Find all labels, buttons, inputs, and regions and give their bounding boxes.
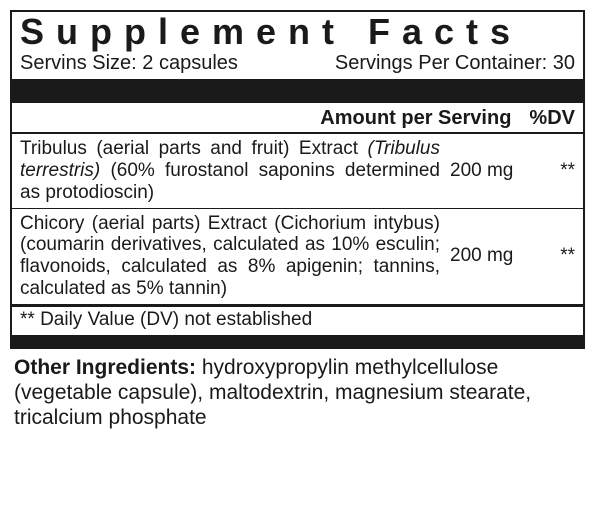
ingredient-row: Chicory (aerial parts) Extract (Cichoriu… bbox=[12, 209, 583, 305]
ingredient-description: Chicory (aerial parts) Extract (Cichoriu… bbox=[20, 213, 450, 300]
dv-footnote: ** Daily Value (DV) not established bbox=[12, 305, 583, 335]
servings-row: Servins Size: 2 capsules Servings Per Co… bbox=[12, 50, 583, 79]
servings-per-container: Servings Per Container: 30 bbox=[335, 52, 575, 75]
column-header-row: Amount per Serving %DV bbox=[12, 103, 583, 134]
panel-title: Supplement Facts bbox=[12, 12, 583, 50]
ingredient-dv: ** bbox=[535, 160, 575, 182]
header-amount: Amount per Serving bbox=[320, 107, 511, 130]
ingredient-amount: 200 mg bbox=[450, 245, 535, 267]
ingredient-description: Tribulus (aerial parts and fruit) Extrac… bbox=[20, 138, 450, 204]
desc-text: Chicory (aerial parts) Extract (Cichoriu… bbox=[20, 213, 440, 300]
divider-thick bbox=[12, 79, 583, 103]
supplement-facts-panel: Supplement Facts Servins Size: 2 capsule… bbox=[10, 10, 585, 349]
divider-thick-bottom bbox=[12, 335, 583, 347]
other-ingredients: Other Ingredients: hydroxypropylin methy… bbox=[10, 349, 585, 431]
ingredient-dv: ** bbox=[535, 245, 575, 267]
header-dv: %DV bbox=[529, 107, 575, 130]
desc-text: Tribulus (aerial parts and fruit) Extrac… bbox=[20, 138, 368, 159]
ingredient-row: Tribulus (aerial parts and fruit) Extrac… bbox=[12, 134, 583, 209]
ingredient-amount: 200 mg bbox=[450, 160, 535, 182]
other-ingredients-label: Other Ingredients: bbox=[14, 356, 196, 379]
serving-size: Servins Size: 2 capsules bbox=[20, 52, 238, 75]
